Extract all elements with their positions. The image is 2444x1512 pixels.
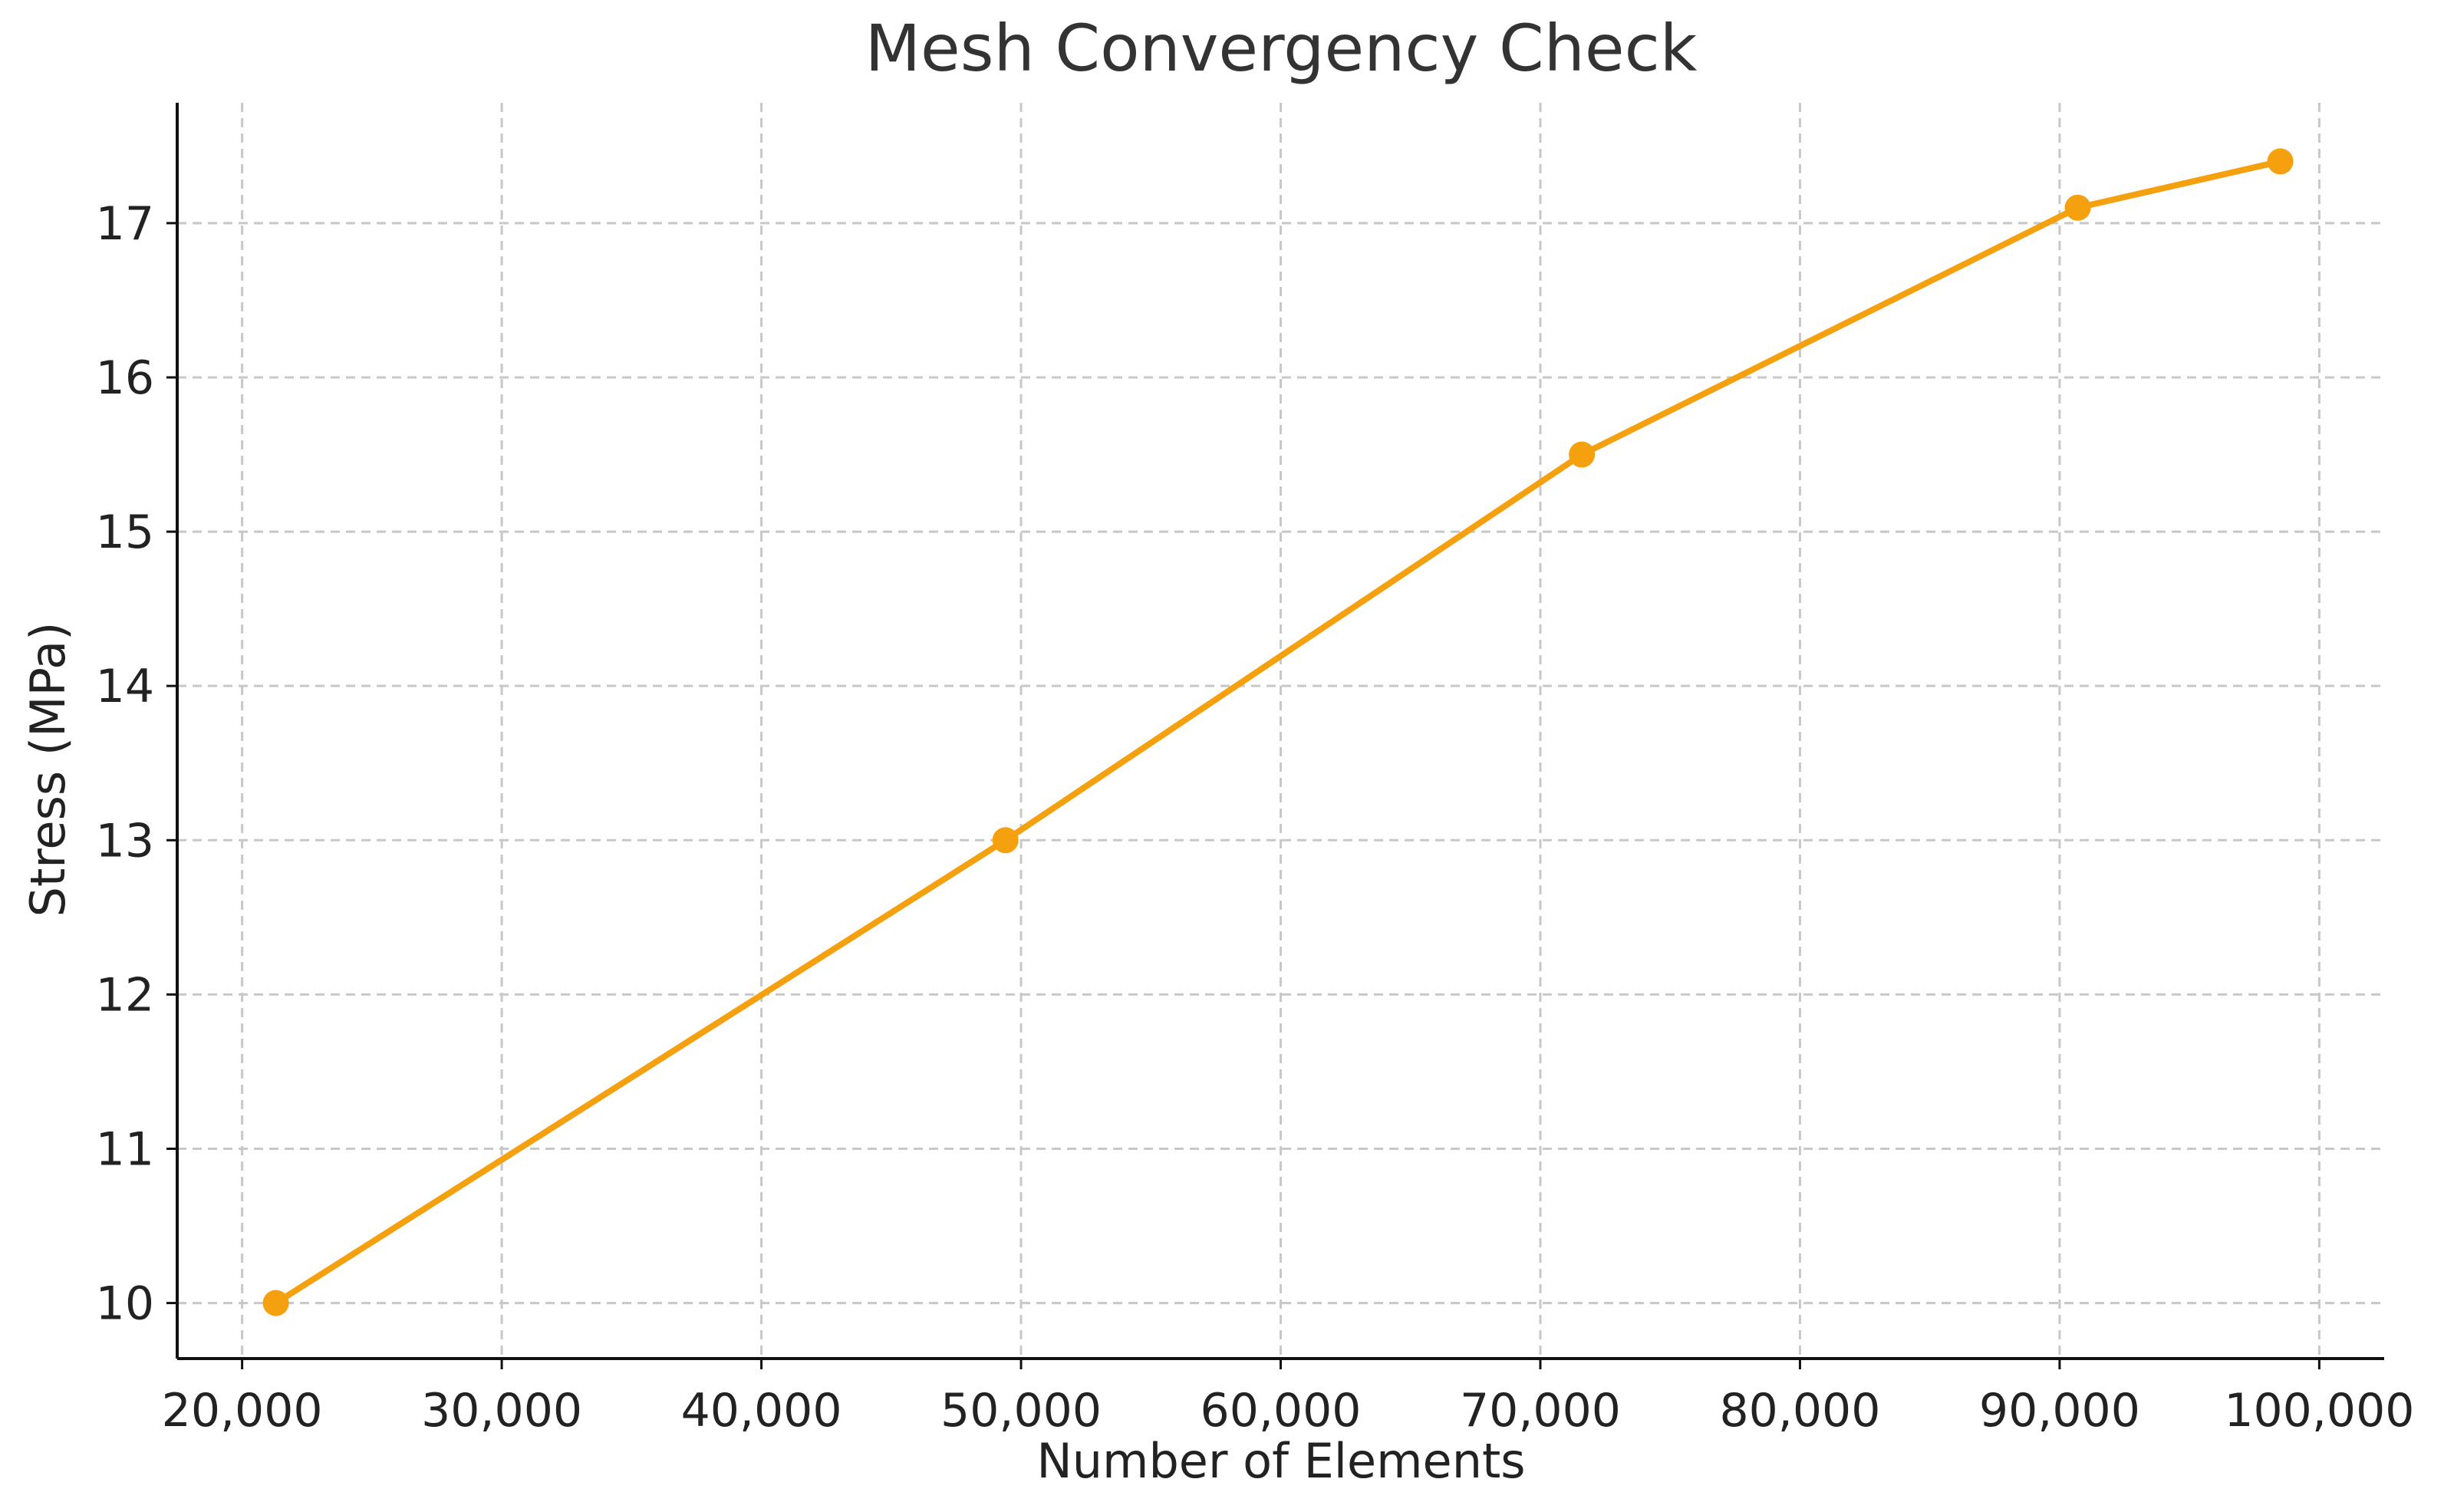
- x-tick-label: 20,000: [162, 1384, 323, 1438]
- tick-layer: 20,000 30,000 40,000 50,000 60,000 70,000 80,0…: [96, 197, 2415, 1438]
- chart-title: Mesh Convergency Check: [865, 11, 1698, 86]
- data-point: [992, 827, 1019, 854]
- y-tick-label: 10: [96, 1277, 154, 1331]
- x-tick-label: 60,000: [1201, 1384, 1362, 1438]
- x-tick-label: 100,000: [2224, 1384, 2414, 1438]
- y-tick-label: 14: [96, 660, 154, 713]
- data-point: [2267, 148, 2294, 175]
- x-tick-label: 40,000: [681, 1384, 842, 1438]
- y-tick-label: 13: [96, 814, 154, 868]
- x-tick-label: 50,000: [940, 1384, 1102, 1438]
- grid-layer: [177, 103, 2384, 1359]
- series-layer: [262, 148, 2294, 1316]
- y-tick-label: 12: [96, 968, 154, 1022]
- y-tick-label: 16: [96, 351, 154, 405]
- data-point: [2064, 194, 2091, 221]
- y-tick-label: 11: [96, 1122, 154, 1176]
- x-tick-label: 90,000: [1979, 1384, 2140, 1438]
- y-tick-label: 17: [96, 197, 154, 251]
- y-tick-label: 15: [96, 506, 154, 559]
- y-axis-label: Stress (MPa): [20, 622, 76, 917]
- x-tick-label: 70,000: [1460, 1384, 1621, 1438]
- data-point: [262, 1290, 289, 1316]
- x-axis-label: Number of Elements: [1036, 1433, 1525, 1489]
- data-point: [1569, 441, 1596, 468]
- series-line: [274, 158, 2281, 1306]
- x-tick-label: 30,000: [421, 1384, 582, 1438]
- x-tick-label: 80,000: [1719, 1384, 1880, 1438]
